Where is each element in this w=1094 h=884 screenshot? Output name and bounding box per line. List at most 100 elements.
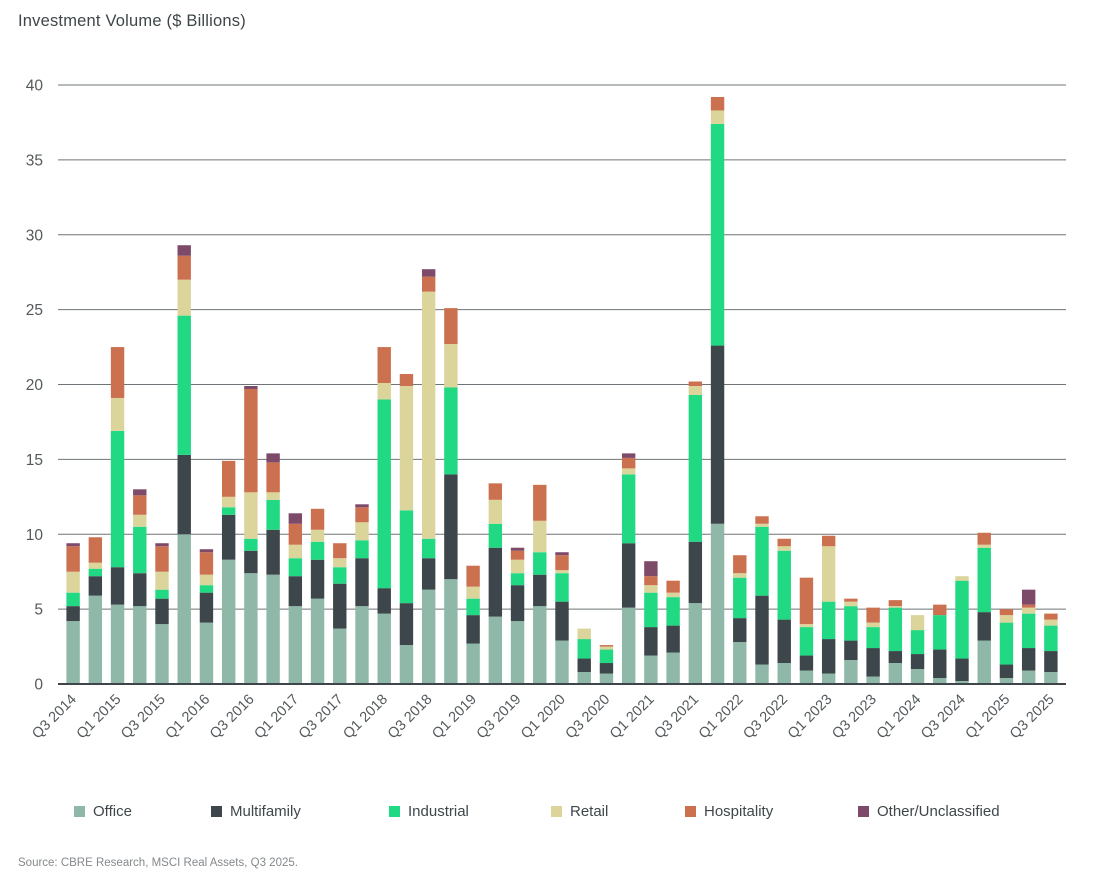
segment-office — [488, 616, 503, 684]
source-note: Source: CBRE Research, MSCI Real Assets,… — [18, 857, 298, 869]
segment-office — [577, 672, 591, 684]
segment-multifamily — [133, 573, 147, 607]
segment-industrial — [444, 387, 458, 475]
bar-q1-2020 — [555, 552, 569, 684]
segment-retail — [955, 576, 969, 581]
legend-label: Office — [93, 803, 132, 820]
segment-office — [533, 606, 547, 684]
segment-hospitality — [688, 381, 703, 386]
segment-industrial — [755, 526, 769, 596]
segment-retail — [510, 559, 525, 574]
bar-q2-2022 — [755, 516, 769, 684]
segment-office — [821, 673, 836, 684]
segment-retail — [888, 606, 903, 608]
bar-q1-2024 — [910, 615, 925, 684]
legend-item-multifamily: Multifamily — [211, 803, 301, 820]
segment-multifamily — [221, 514, 236, 560]
segment-other-unclassified — [555, 552, 569, 556]
segment-office — [66, 621, 80, 684]
segment-industrial — [910, 630, 925, 655]
segment-multifamily — [355, 558, 369, 607]
segment-hospitality — [333, 543, 347, 559]
segment-hospitality — [821, 535, 836, 547]
segment-hospitality — [777, 538, 791, 547]
segment-office — [999, 678, 1014, 684]
segment-retail — [221, 496, 236, 508]
segment-retail — [777, 546, 791, 551]
segment-multifamily — [555, 601, 569, 641]
segment-office — [221, 559, 236, 684]
segment-hospitality — [421, 276, 436, 292]
segment-hospitality — [844, 598, 858, 602]
bar-q4-2023 — [888, 600, 903, 684]
segment-office — [244, 573, 258, 684]
segment-office — [288, 606, 303, 684]
segment-multifamily — [599, 663, 614, 674]
segment-other-unclassified — [510, 547, 525, 551]
segment-office — [355, 606, 369, 684]
y-tick-label: 5 — [34, 602, 43, 619]
segment-other-unclassified — [421, 269, 436, 277]
bar-q3-2022 — [777, 538, 791, 684]
x-tick-label: Q3 2015 — [118, 692, 169, 743]
segment-multifamily — [421, 558, 436, 590]
segment-retail — [333, 558, 347, 568]
segment-retail — [244, 492, 258, 539]
segment-hospitality — [933, 604, 947, 616]
bar-q3-2017 — [333, 543, 347, 684]
segment-hospitality — [444, 308, 458, 345]
bar-q3-2023 — [866, 607, 880, 684]
segment-hospitality — [710, 96, 725, 111]
x-tick-label: Q1 2023 — [785, 692, 836, 743]
segment-hospitality — [155, 546, 169, 572]
legend-swatch-icon — [74, 806, 85, 817]
segment-hospitality — [733, 555, 747, 574]
segment-hospitality — [488, 483, 503, 500]
segment-office — [910, 669, 925, 684]
segment-retail — [799, 624, 814, 628]
segment-retail — [377, 383, 391, 400]
segment-retail — [355, 522, 369, 541]
bar-q1-2019 — [466, 565, 480, 684]
bar-q2-2015 — [133, 489, 147, 684]
segment-office — [955, 681, 969, 684]
y-tick-label: 30 — [26, 227, 44, 244]
segment-hospitality — [244, 388, 258, 493]
segment-office — [444, 579, 458, 684]
bar-q3-2021 — [688, 381, 703, 684]
segment-industrial — [555, 573, 569, 602]
bar-q1-2018 — [377, 347, 391, 684]
legend-swatch-icon — [389, 806, 400, 817]
y-tick-label: 25 — [26, 302, 43, 319]
segment-retail — [755, 523, 769, 527]
segment-multifamily — [821, 639, 836, 674]
segment-multifamily — [66, 606, 80, 622]
segment-office — [510, 621, 525, 684]
segment-industrial — [221, 507, 236, 515]
segment-hospitality — [66, 546, 80, 572]
segment-multifamily — [977, 612, 991, 641]
segment-hospitality — [510, 550, 525, 560]
segment-hospitality — [355, 507, 369, 523]
segment-retail — [1021, 607, 1036, 614]
segment-retail — [910, 615, 925, 631]
segment-industrial — [844, 606, 858, 641]
segment-industrial — [421, 538, 436, 559]
x-tick-label: Q3 2023 — [829, 692, 880, 743]
segment-industrial — [177, 315, 191, 455]
segment-retail — [110, 397, 125, 431]
segment-multifamily — [666, 625, 680, 653]
legend-swatch-icon — [858, 806, 869, 817]
segment-office — [755, 664, 769, 684]
bar-q3-2024 — [955, 576, 969, 684]
segment-industrial — [1021, 613, 1036, 649]
segment-office — [977, 640, 991, 684]
segment-multifamily — [310, 559, 325, 599]
segment-retail — [688, 385, 703, 395]
x-tick-label: Q1 2015 — [74, 692, 125, 743]
bar-q2-2018 — [399, 374, 414, 684]
segment-hospitality — [644, 576, 658, 586]
segment-multifamily — [377, 588, 391, 614]
segment-industrial — [577, 639, 591, 659]
